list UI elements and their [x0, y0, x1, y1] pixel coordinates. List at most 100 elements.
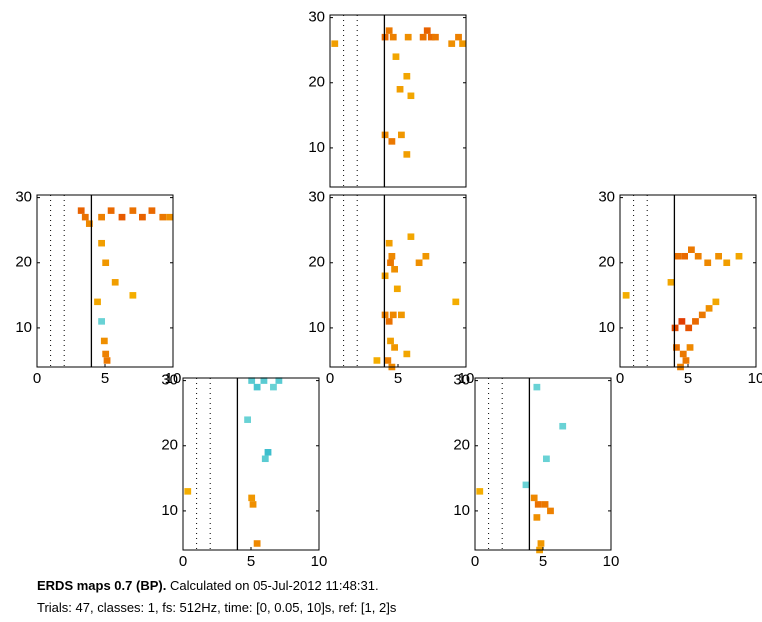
heat-cell — [432, 33, 439, 41]
y-tick-label: 30 — [308, 9, 325, 26]
heat-cell — [673, 344, 680, 351]
heat-cell — [459, 40, 466, 47]
y-tick-label: 20 — [161, 437, 178, 454]
heat-cell — [455, 33, 462, 41]
panel: 10 20 30 0 5 10 — [308, 189, 474, 387]
heat-cell — [427, 33, 435, 41]
heat-cell — [403, 350, 411, 358]
caption-details: Trials: 47, classes: 1, fs: 512Hz, time:… — [37, 600, 397, 615]
heat-cell — [682, 357, 690, 364]
heat-cell — [559, 422, 567, 430]
x-tick-label: 5 — [684, 370, 692, 387]
panel-background — [183, 378, 319, 550]
heat-cell — [452, 298, 460, 306]
heat-cell — [385, 318, 393, 325]
heat-cell — [530, 494, 538, 502]
heat-cell — [391, 266, 398, 273]
x-tick-label: 5 — [247, 553, 255, 570]
heat-cell — [261, 455, 269, 463]
heat-cell — [388, 138, 396, 145]
heat-cell — [81, 213, 89, 221]
heat-cell — [381, 272, 389, 280]
heat-cell — [264, 449, 272, 456]
x-tick-label: 10 — [748, 370, 762, 387]
y-tick-label: 20 — [308, 74, 325, 91]
heat-cell — [98, 239, 105, 247]
heat-cell — [184, 488, 192, 495]
heat-cell — [103, 357, 111, 364]
y-tick-label: 20 — [453, 437, 470, 454]
x-tick-label: 10 — [165, 370, 182, 387]
x-tick-label: 10 — [458, 370, 475, 387]
y-tick-label: 10 — [15, 319, 32, 336]
heat-cell — [407, 92, 415, 100]
heat-cell — [522, 481, 530, 489]
heat-cell — [385, 239, 393, 247]
x-tick-label: 5 — [101, 370, 109, 387]
heat-cell — [253, 383, 261, 391]
heat-cell — [275, 377, 283, 384]
heat-cell — [674, 252, 682, 260]
panel: 10 20 30 0 5 10 — [453, 372, 619, 570]
heat-cell — [270, 383, 277, 391]
heat-cell — [541, 501, 549, 508]
y-tick-label: 30 — [453, 372, 470, 389]
heat-cell — [694, 252, 702, 260]
heat-cell — [547, 507, 554, 515]
heat-cell — [423, 27, 431, 34]
heat-cell — [100, 337, 108, 345]
heat-cell — [129, 207, 137, 214]
heat-cell — [102, 259, 110, 267]
heat-cell — [129, 292, 137, 299]
heat-cell — [667, 279, 675, 286]
heat-cell — [260, 377, 268, 384]
heat-cell — [537, 540, 545, 547]
heat-cell — [389, 33, 397, 41]
heat-cell — [381, 131, 389, 139]
heat-cell — [387, 259, 394, 267]
caption-line: ERDS maps 0.7 (BP). Calculated on 05-Jul… — [37, 578, 379, 593]
heat-cell — [98, 213, 105, 221]
y-tick-label: 30 — [598, 189, 615, 206]
x-tick-label: 5 — [539, 553, 547, 570]
heat-cell — [398, 311, 405, 319]
heat-cell — [678, 318, 686, 325]
heat-cell — [139, 213, 146, 221]
heat-cell — [85, 220, 93, 227]
panel: 10 20 30 0 5 10 — [598, 189, 762, 387]
panel-background — [620, 195, 756, 367]
heat-cell — [704, 259, 712, 267]
heat-cell — [98, 318, 105, 325]
heat-cell — [244, 416, 251, 423]
heat-cell — [107, 207, 115, 214]
heat-cell — [404, 33, 412, 41]
panel-background — [330, 15, 466, 187]
heat-cell — [393, 285, 401, 293]
x-tick-label: 0 — [326, 370, 334, 387]
heat-cell — [253, 540, 261, 547]
heat-cell — [159, 213, 167, 221]
heat-cell — [698, 311, 706, 319]
heat-cell — [248, 494, 256, 502]
heat-cell — [148, 207, 156, 214]
y-tick-label: 10 — [161, 502, 178, 519]
heat-cell — [686, 344, 694, 351]
panel-background — [475, 378, 611, 550]
heat-cell — [681, 252, 688, 260]
caption-title: ERDS maps 0.7 (BP). — [37, 578, 167, 593]
panel-frame — [329, 14, 467, 188]
y-tick-label: 30 — [15, 189, 32, 206]
heat-cell — [392, 53, 400, 60]
heat-cell — [385, 27, 393, 34]
heat-cell — [389, 311, 397, 319]
panel: 10 20 30 — [308, 9, 467, 188]
heat-cell — [403, 151, 411, 158]
heat-cell — [422, 252, 430, 260]
y-tick-label: 10 — [308, 139, 325, 156]
x-tick-label: 0 — [33, 370, 41, 387]
heat-cell — [685, 324, 693, 332]
y-tick-label: 10 — [598, 319, 615, 336]
heat-cell — [396, 86, 404, 93]
heat-cell — [77, 207, 85, 214]
